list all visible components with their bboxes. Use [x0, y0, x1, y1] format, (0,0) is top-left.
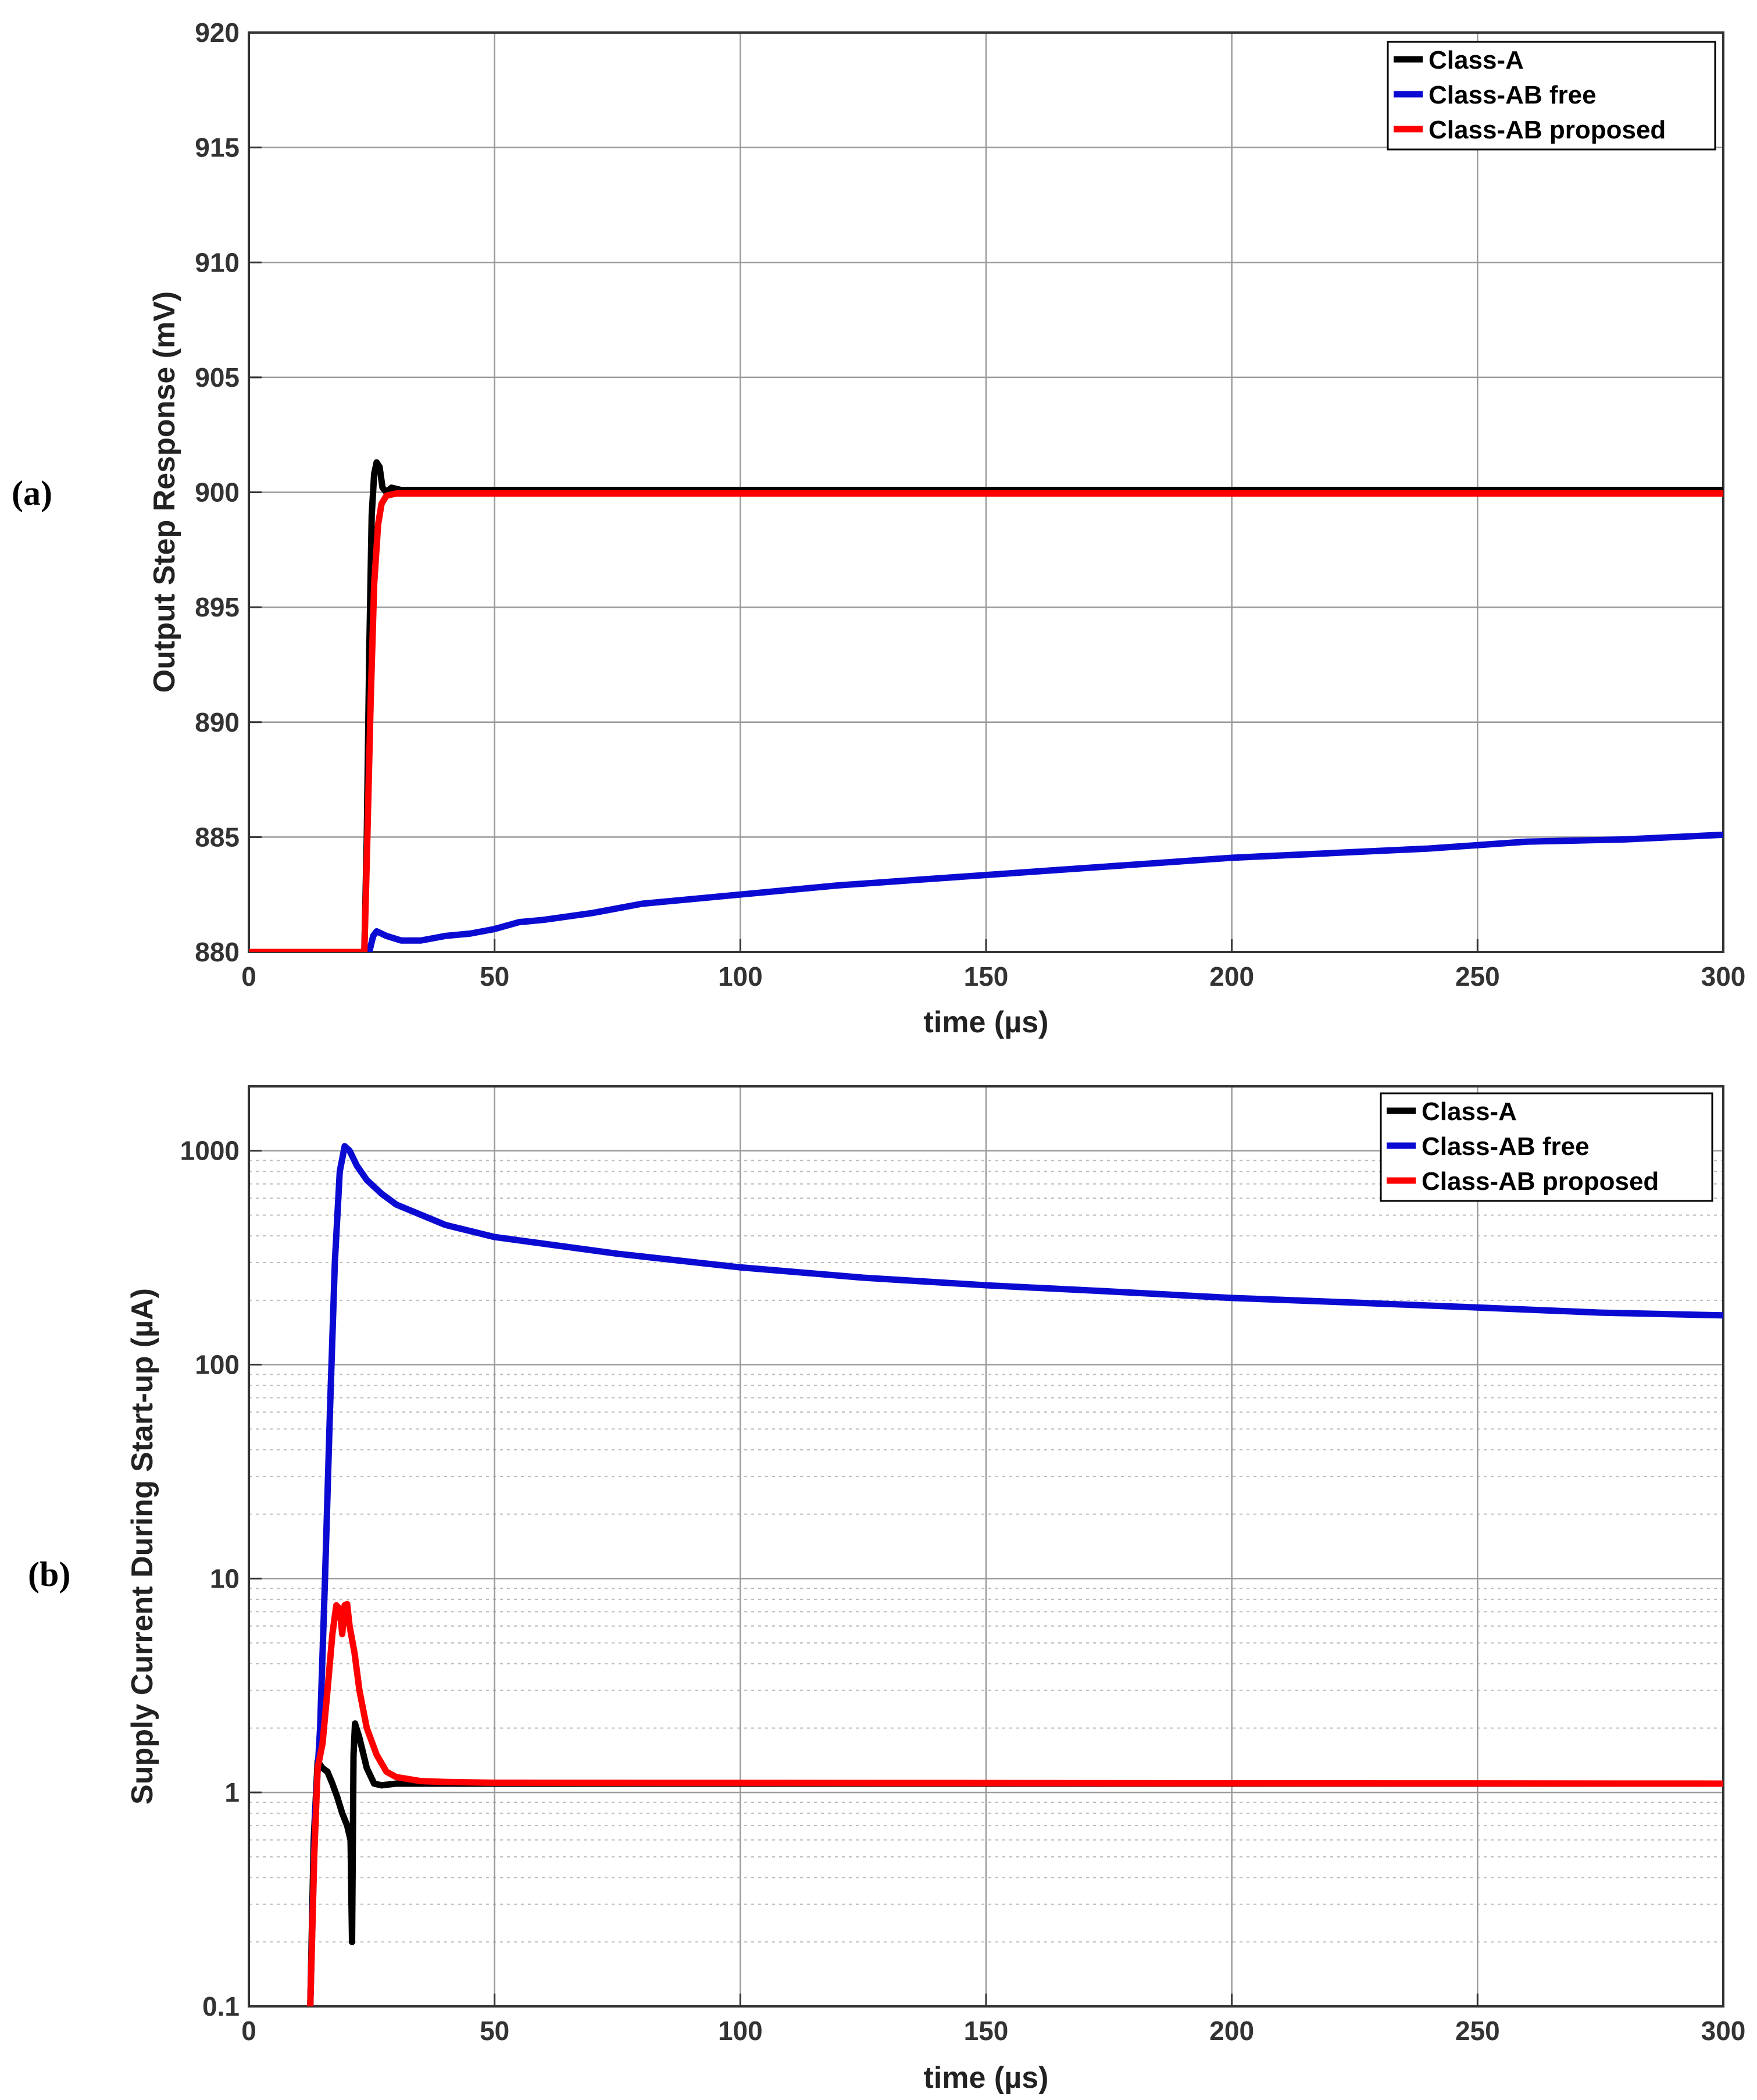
panel-a-x-tick-label: 250 — [1455, 961, 1500, 992]
panel-b-x-tick-label: 250 — [1455, 2016, 1500, 2046]
panel-b-y-axis-label: Supply Current During Start-up (µA) — [126, 1288, 159, 1805]
panel-a-label: (a) — [12, 474, 52, 512]
panel-a-y-tick-label: 915 — [195, 133, 240, 163]
panel-a-y-tick-label: 910 — [195, 247, 240, 277]
panel-b-x-tick-label: 150 — [964, 2016, 1009, 2046]
panel-a-legend-label-class-a: Class-A — [1429, 46, 1524, 74]
panel-b-legend-box — [1380, 1092, 1713, 1202]
panel-b-series-class-ab-proposed — [307, 1600, 1723, 2006]
panel-a-y-tick-label: 890 — [195, 707, 240, 737]
panel-b: (b) 0 50 100 150 200 250 300 0.1 1 10 100 1000 time… — [28, 1085, 1746, 2095]
panel-a-legend-box — [1387, 41, 1716, 151]
panel-a-x-tick-label: 200 — [1209, 961, 1254, 992]
panel-a-x-tick-label: 50 — [480, 961, 509, 992]
panel-a: (a) 0 50 100 150 200 250 300 880 885 890 895 900 905… — [12, 17, 1745, 1039]
panel-a-series-class-ab-free — [249, 831, 1723, 952]
panel-b-series-class-ab-free — [307, 1143, 1723, 2006]
panel-a-y-tick-label: 885 — [195, 822, 240, 852]
panel-b-y-tick-label: 0.1 — [202, 1991, 240, 2021]
panel-b-series — [307, 1143, 1723, 2006]
panel-a-x-tick-label: 100 — [718, 961, 763, 992]
panel-b-label: (b) — [28, 1555, 70, 1593]
panel-a-legend-label-class-ab-free: Class-AB free — [1429, 81, 1597, 109]
panel-a-ticks: 0 50 100 150 200 250 300 880 885 890 895 900 905 910 9… — [195, 17, 1745, 992]
panel-a-y-tick-label: 905 — [195, 362, 240, 393]
panel-a-y-tick-label: 880 — [195, 937, 240, 967]
panel-a-x-axis-label: time (µs) — [924, 1006, 1049, 1039]
panel-b-legend-label-class-ab-free: Class-AB free — [1422, 1132, 1590, 1161]
panel-a-series — [249, 459, 1723, 952]
panel-b-x-axis-label: time (µs) — [924, 2061, 1049, 2095]
panel-b-legend-label-class-a: Class-A — [1422, 1097, 1517, 1126]
panel-b-y-tick-label: 100 — [195, 1350, 240, 1380]
panel-a-series-class-ab-proposed — [249, 490, 1723, 952]
panel-b-x-tick-label: 300 — [1701, 2016, 1746, 2046]
panel-b-y-tick-label: 1 — [224, 1777, 240, 1807]
panel-a-x-tick-label: 300 — [1701, 961, 1746, 992]
panel-b-ticks: 0 50 100 150 200 250 300 0.1 1 10 100 1000 — [180, 1136, 1746, 2046]
panel-b-x-tick-label: 200 — [1209, 2016, 1254, 2046]
panel-b-x-tick-label: 0 — [241, 2016, 256, 2046]
panel-b-y-tick-label: 1000 — [180, 1136, 240, 1166]
panel-a-legend: Class-A Class-AB free Class-AB proposed — [1387, 41, 1716, 151]
panel-b-series-class-a — [307, 1720, 1723, 2006]
panel-b-legend-label-class-ab-proposed: Class-AB proposed — [1422, 1167, 1659, 1196]
panel-b-y-tick-label: 10 — [210, 1563, 240, 1593]
panel-a-x-tick-label: 150 — [964, 961, 1009, 992]
panel-a-y-tick-label: 900 — [195, 477, 240, 508]
panel-a-y-axis-label: Output Step Response (mV) — [148, 291, 181, 693]
panel-a-legend-label-class-ab-proposed: Class-AB proposed — [1429, 116, 1666, 144]
panel-b-x-tick-label: 100 — [718, 2016, 763, 2046]
panel-a-y-tick-label: 895 — [195, 592, 240, 622]
panel-a-x-tick-label: 0 — [241, 961, 256, 992]
panel-b-x-tick-label: 50 — [480, 2016, 509, 2046]
panel-a-y-tick-label: 920 — [195, 17, 240, 48]
panel-b-legend: Class-A Class-AB free Class-AB proposed — [1380, 1092, 1713, 1202]
